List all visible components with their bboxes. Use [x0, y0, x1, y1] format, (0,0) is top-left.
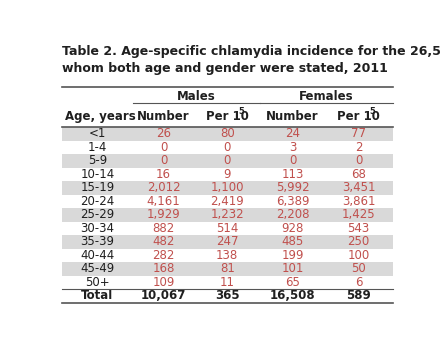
Bar — [62, 194, 392, 208]
Text: 11: 11 — [220, 276, 235, 289]
Text: 24: 24 — [285, 127, 300, 140]
Bar — [62, 127, 392, 141]
Bar — [62, 262, 392, 276]
Text: 109: 109 — [152, 276, 175, 289]
Text: Number: Number — [137, 110, 190, 123]
Text: 2,012: 2,012 — [147, 181, 180, 194]
Bar — [62, 235, 392, 249]
Text: 482: 482 — [152, 235, 175, 248]
Text: 2,419: 2,419 — [210, 195, 244, 208]
Bar — [62, 289, 392, 303]
Text: 113: 113 — [281, 168, 304, 181]
Text: 250: 250 — [348, 235, 370, 248]
Text: Per 10: Per 10 — [337, 110, 380, 123]
Text: 35-39: 35-39 — [81, 235, 114, 248]
Text: 2,208: 2,208 — [276, 208, 309, 221]
Text: 2: 2 — [355, 141, 363, 154]
Text: 1,425: 1,425 — [342, 208, 375, 221]
Text: 100: 100 — [348, 249, 370, 262]
Text: 3: 3 — [289, 141, 296, 154]
Text: 485: 485 — [282, 235, 304, 248]
Text: 3,451: 3,451 — [342, 181, 375, 194]
Text: 4,161: 4,161 — [147, 195, 180, 208]
Text: Table 2. Age-specific chlamydia incidence for the 26,574 cases in
whom both age : Table 2. Age-specific chlamydia incidenc… — [62, 45, 440, 75]
Text: 514: 514 — [216, 222, 238, 235]
Text: 199: 199 — [281, 249, 304, 262]
Text: 365: 365 — [215, 289, 239, 303]
Text: 16,508: 16,508 — [270, 289, 315, 303]
Text: 543: 543 — [348, 222, 370, 235]
Text: 168: 168 — [152, 262, 175, 275]
Text: 1,232: 1,232 — [210, 208, 244, 221]
Text: 0: 0 — [160, 141, 167, 154]
Text: 5: 5 — [238, 107, 244, 116]
Text: 3,861: 3,861 — [342, 195, 375, 208]
Text: 0: 0 — [224, 141, 231, 154]
Text: 30-34: 30-34 — [81, 222, 114, 235]
Text: 10,067: 10,067 — [141, 289, 186, 303]
Text: 6: 6 — [355, 276, 363, 289]
Text: 0: 0 — [289, 154, 296, 167]
Text: 50+: 50+ — [85, 276, 110, 289]
Text: 282: 282 — [152, 249, 175, 262]
Bar — [62, 222, 392, 235]
Text: 5-9: 5-9 — [88, 154, 107, 167]
Text: 77: 77 — [351, 127, 366, 140]
Text: 247: 247 — [216, 235, 238, 248]
Text: 9: 9 — [224, 168, 231, 181]
Text: 1,929: 1,929 — [147, 208, 180, 221]
Text: 16: 16 — [156, 168, 171, 181]
Text: 10-14: 10-14 — [80, 168, 114, 181]
Text: 50: 50 — [351, 262, 366, 275]
Text: 40-44: 40-44 — [80, 249, 114, 262]
Text: 45-49: 45-49 — [80, 262, 114, 275]
Bar — [62, 154, 392, 167]
Text: 0: 0 — [160, 154, 167, 167]
Text: Females: Females — [299, 90, 354, 103]
Text: 6,389: 6,389 — [276, 195, 309, 208]
Text: 80: 80 — [220, 127, 235, 140]
Text: 589: 589 — [346, 289, 371, 303]
Text: 68: 68 — [351, 168, 366, 181]
Text: 101: 101 — [281, 262, 304, 275]
Text: Number: Number — [266, 110, 319, 123]
Bar — [62, 249, 392, 262]
Text: Total: Total — [81, 289, 114, 303]
Text: 65: 65 — [285, 276, 300, 289]
Text: 138: 138 — [216, 249, 238, 262]
Text: 25-29: 25-29 — [80, 208, 114, 221]
Text: 1,100: 1,100 — [210, 181, 244, 194]
Bar — [62, 181, 392, 194]
Text: 20-24: 20-24 — [80, 195, 114, 208]
Text: 5,992: 5,992 — [276, 181, 309, 194]
Text: 928: 928 — [281, 222, 304, 235]
Text: Age, years: Age, years — [65, 110, 136, 123]
Text: 81: 81 — [220, 262, 235, 275]
Bar — [62, 167, 392, 181]
Text: 882: 882 — [152, 222, 175, 235]
Bar — [62, 276, 392, 289]
Text: 1-4: 1-4 — [88, 141, 107, 154]
Bar — [62, 208, 392, 222]
Text: Per 10: Per 10 — [206, 110, 249, 123]
Text: 0: 0 — [355, 154, 363, 167]
Text: <1: <1 — [89, 127, 106, 140]
Text: 15-19: 15-19 — [80, 181, 114, 194]
Text: 26: 26 — [156, 127, 171, 140]
Text: 0: 0 — [224, 154, 231, 167]
Bar — [62, 141, 392, 154]
Text: 5: 5 — [370, 107, 375, 116]
Text: Males: Males — [177, 90, 216, 103]
